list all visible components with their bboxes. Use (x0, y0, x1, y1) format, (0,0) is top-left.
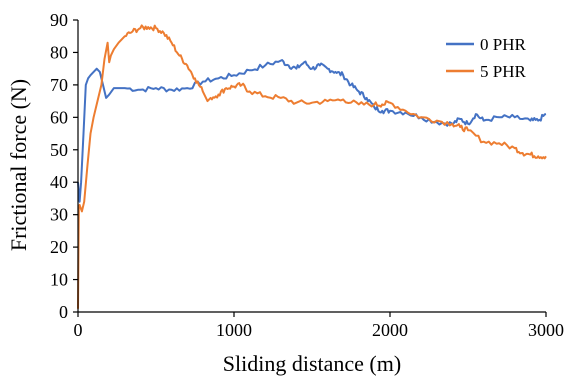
y-tick-label: 20 (50, 237, 68, 257)
series-line-2 (77, 24, 547, 309)
x-tick-label: 2000 (372, 320, 408, 340)
x-tick-label: 3000 (528, 320, 564, 340)
x-tick-label: 1000 (216, 320, 252, 340)
series-layer (77, 24, 547, 309)
y-tick-label: 0 (59, 302, 68, 322)
y-axis-title: Frictional force (N) (6, 79, 31, 251)
legend-label: 5 PHR (480, 62, 526, 81)
x-axis-title: Sliding distance (m) (223, 351, 401, 376)
legend: 0 PHR 5 PHR (446, 35, 526, 81)
y-tick-label: 10 (50, 270, 68, 290)
y-tick-label: 30 (50, 205, 68, 225)
y-tick-label: 90 (50, 10, 68, 30)
series-line-1 (77, 59, 547, 203)
y-tick-label: 80 (50, 42, 68, 62)
y-tick-label: 40 (50, 172, 68, 192)
axes: 0 10 20 30 40 50 60 70 80 90 0 1000 2000 3000 (50, 10, 564, 340)
y-tick-label: 70 (50, 75, 68, 95)
y-tick-label: 60 (50, 107, 68, 127)
y-tick-label: 50 (50, 140, 68, 160)
legend-label: 0 PHR (480, 35, 526, 54)
x-tick-label: 0 (74, 320, 83, 340)
